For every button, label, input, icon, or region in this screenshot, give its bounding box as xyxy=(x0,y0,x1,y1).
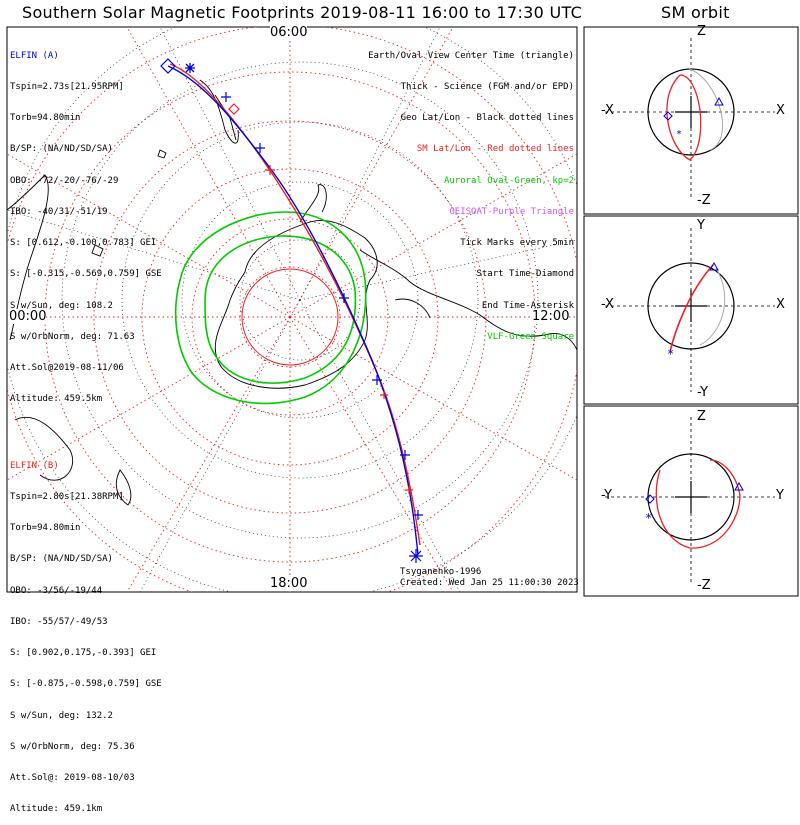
orbit2-left-label: -X xyxy=(601,297,614,312)
pole-circle xyxy=(241,268,339,366)
orbit3-right-label: Y xyxy=(776,488,784,503)
orbit1-right-label: X xyxy=(776,103,785,118)
elfin-a-line: OBO: -72/-20/-76/-29 xyxy=(10,175,119,186)
svg-text:*: * xyxy=(645,511,652,525)
svg-text:*: * xyxy=(667,347,674,361)
elfin-a-line: S: [-0.315,-0.569,0.759] GSE xyxy=(10,269,162,280)
elfin-b-line: Tspin=2.80s[21.38RPM] xyxy=(10,492,124,503)
elfin-b-info: ELFIN (B) Tspin=2.80s[21.38RPM] Torb=94.… xyxy=(10,440,162,825)
elfin-b-line: IBO: -55/57/-49/53 xyxy=(10,616,108,627)
elfin-a-line: B/SP: (NA/ND/SD/SA) xyxy=(10,144,113,155)
orbit2-bottom-label: -Y xyxy=(697,385,709,400)
legend-item: GEISOAT-Purple Triangle xyxy=(449,206,574,217)
elfin-a-asterisk-top xyxy=(185,63,195,73)
orbit-panel-1: * xyxy=(583,26,799,215)
svg-text:*: * xyxy=(676,129,682,140)
orbit3-left-label: -Y xyxy=(601,488,613,503)
time-label-top: 06:00 xyxy=(270,25,308,40)
elfin-b-start-diamond xyxy=(228,103,240,115)
elfin-a-line: S w/OrbNorm, deg: 71.63 xyxy=(10,331,135,342)
orbit1-top-label: Z xyxy=(697,24,706,39)
legend-item: SM Lat/Lon - Red dotted lines xyxy=(416,144,574,155)
elfin-b-line: OBO: -3/56/-19/44 xyxy=(10,585,103,596)
elfin-b-line: B/SP: (NA/ND/SD/SA) xyxy=(10,554,113,565)
legend-item: Earth/Oval View Center Time (triangle) xyxy=(368,50,574,61)
legend-item: VLF-Green Square xyxy=(487,331,574,342)
elfin-a-header: ELFIN (A) xyxy=(10,50,59,61)
orbit1-left-label: -X xyxy=(601,103,614,118)
orbit2-right-label: X xyxy=(776,297,785,312)
map-frame xyxy=(6,26,578,593)
coastlines xyxy=(7,79,577,506)
time-label-left: 00:00 xyxy=(9,309,47,324)
orbit3-top-label: Z xyxy=(697,409,706,424)
elfin-b-line: S w/OrbNorm, deg: 75.36 xyxy=(10,741,135,752)
elfin-a-start-diamond xyxy=(160,58,176,74)
elfin-b-line: Altitude: 459.1km xyxy=(10,804,103,815)
geo-lon-grid xyxy=(7,27,577,592)
page-title: Southern Solar Magnetic Footprints 2019-… xyxy=(22,3,583,22)
legend-item: End Time-Asterisk xyxy=(481,300,574,311)
elfin-a-track xyxy=(167,65,419,556)
elfin-a-line: Tspin=2.73s[21.95RPM] xyxy=(10,82,124,93)
time-label-right: 12:00 xyxy=(532,309,570,324)
auroral-ovals xyxy=(174,211,367,405)
orbit-panel-3: * xyxy=(583,405,799,597)
elfin-b-line: Att.Sol@: 2019-08-10/03 xyxy=(10,773,135,783)
elfin-a-ticks xyxy=(221,92,423,563)
legend-item: Auroral Oval-Green, kp=2 xyxy=(443,175,574,186)
elfin-b-line: S: [-0.875,-0.598,0.759] GSE xyxy=(10,679,162,690)
legend-item: Geo Lat/Lon - Black dotted lines xyxy=(400,113,574,124)
orbit-panel-2: * xyxy=(583,215,799,405)
elfin-b-line: Torb=94.80min xyxy=(10,523,81,534)
polar-map xyxy=(7,27,577,592)
elfin-a-line: S: [0.612,-0.100,0.783] GEI xyxy=(10,238,157,249)
figure-canvas: * * * xyxy=(6,26,799,597)
elfin-b-header: ELFIN (B) xyxy=(10,460,59,471)
elfin-b-ticks xyxy=(265,165,413,494)
elfin-a-line: S w/Sun, deg: 108.2 xyxy=(10,300,113,311)
elfin-a-line: Torb=94.80min xyxy=(10,113,81,124)
created-label: Created: Wed Jan 25 11:00:30 2023 xyxy=(400,578,579,588)
legend-item: Thick - Science (FGM and/or EPD) xyxy=(400,82,574,93)
elfin-b-line: S w/Sun, deg: 132.2 xyxy=(10,710,113,721)
time-label-bottom: 18:00 xyxy=(270,576,308,591)
legend: Earth/Oval View Center Time (triangle) T… xyxy=(368,30,574,353)
orbit-title: SM orbit xyxy=(661,3,730,22)
orbit2-top-label: Y xyxy=(697,218,705,233)
orbit3-bottom-label: -Z xyxy=(697,578,711,593)
elfin-a-line: IBO: -40/31/-51/19 xyxy=(10,206,108,217)
model-label: Tsyganenko-1996 xyxy=(400,567,482,577)
elfin-a-end-asterisk xyxy=(409,549,423,563)
sm-lon-grid xyxy=(7,27,577,592)
elfin-a-line: Altitude: 459.5km xyxy=(10,394,103,405)
legend-item: Start Time-Diamond xyxy=(476,269,574,280)
elfin-a-line: Att.Sol@2019-08-11/06 xyxy=(10,363,124,373)
geo-lat-grid xyxy=(7,27,577,592)
orbit1-bottom-label: -Z xyxy=(697,193,711,208)
elfin-a-info: ELFIN (A) Tspin=2.73s[21.95RPM] Torb=94.… xyxy=(10,30,162,415)
legend-item: Tick Marks every 5min xyxy=(460,238,574,249)
elfin-b-track xyxy=(169,63,421,546)
elfin-b-line: S: [0.902,0.175,-0.393] GEI xyxy=(10,648,157,659)
